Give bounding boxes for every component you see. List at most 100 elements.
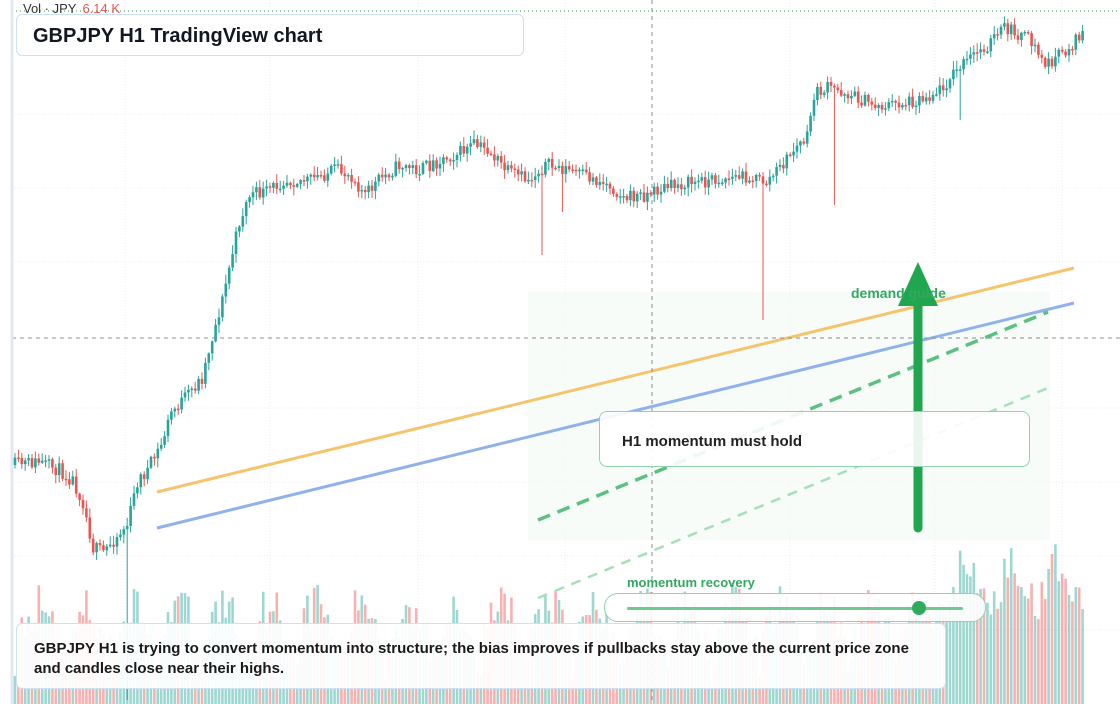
candle-body: [47, 459, 51, 461]
candle-body: [748, 180, 751, 183]
candle-body: [867, 94, 870, 102]
momentum-slider[interactable]: [604, 593, 986, 622]
candle-body: [452, 159, 455, 162]
candle-body: [720, 182, 724, 184]
candle-body: [805, 131, 809, 144]
candle-body: [1006, 23, 1010, 35]
candle-body: [778, 165, 782, 168]
candle-body: [938, 85, 942, 95]
volume-bar: [1026, 598, 1030, 704]
candle-body: [819, 86, 823, 95]
volume-bar: [1060, 573, 1064, 704]
candle-body: [890, 100, 894, 103]
volume-bar: [1074, 587, 1078, 704]
candle-body: [496, 156, 500, 161]
candle-body: [1074, 34, 1078, 50]
candle-body: [537, 173, 540, 177]
volume-bar: [1037, 619, 1040, 704]
candle-body: [499, 156, 503, 163]
volume-bar: [945, 612, 948, 704]
candle-body: [343, 173, 347, 177]
candle-body: [659, 191, 663, 195]
candle-body: [85, 508, 88, 518]
candle-body: [486, 147, 489, 154]
volume-bar: [1030, 583, 1033, 704]
candle-body: [207, 353, 211, 363]
candle-body: [112, 544, 115, 547]
candle-body: [771, 175, 775, 178]
candle-body: [544, 161, 547, 175]
candle-body: [414, 165, 418, 175]
candle-body: [605, 183, 608, 186]
candle-body: [210, 341, 214, 354]
volume-bar: [1043, 598, 1047, 704]
candle-body: [999, 26, 1003, 35]
candle-body: [292, 185, 296, 187]
candle-body: [782, 165, 785, 169]
candle-body: [445, 157, 449, 160]
candle-body: [540, 173, 544, 176]
candle-body: [904, 104, 908, 107]
candle-body: [170, 411, 173, 420]
volume-bar: [962, 564, 965, 704]
candle-body: [176, 408, 180, 411]
candle-body: [710, 175, 714, 180]
candle-body: [17, 457, 20, 460]
candle-body: [411, 165, 415, 169]
candle-body: [91, 538, 95, 553]
candle-body: [136, 487, 139, 494]
candle-body: [921, 95, 925, 102]
candle-body: [421, 163, 425, 174]
candle-body: [200, 378, 204, 384]
candle-body: [1077, 34, 1081, 41]
candle-body: [673, 179, 676, 188]
candle-body: [61, 463, 64, 479]
candle-body: [428, 160, 432, 172]
candle-body: [792, 151, 795, 156]
candle-body: [408, 165, 411, 169]
candle-body: [159, 444, 163, 449]
candle-body: [285, 182, 289, 186]
candle-body: [30, 458, 34, 468]
volume-bar: [1064, 578, 1067, 704]
volume-bar: [1040, 582, 1044, 704]
candle-body: [948, 79, 952, 89]
candle-body: [887, 101, 891, 109]
volume-value: 6.14 K: [82, 1, 121, 16]
volume-bar: [948, 601, 952, 704]
candle-body: [102, 545, 105, 551]
slider-track[interactable]: [627, 607, 963, 610]
candle-body: [775, 167, 778, 176]
candle-body: [248, 197, 251, 203]
volume-bar: [965, 574, 969, 704]
candle-body: [717, 182, 721, 185]
candle-body: [197, 378, 200, 391]
candle-body: [853, 91, 857, 96]
candle-body: [350, 174, 353, 182]
volume-bar: [1077, 587, 1081, 704]
candle-body: [435, 160, 438, 169]
volume-bar: [1006, 577, 1010, 704]
candle-body: [479, 142, 483, 147]
candle-body: [295, 183, 299, 187]
candle-body: [241, 216, 245, 227]
candle-body: [329, 165, 333, 174]
volume-bar: [975, 593, 979, 704]
candle-body: [666, 183, 670, 189]
candle-body: [357, 182, 360, 192]
candle-body: [431, 160, 435, 172]
candle-body: [68, 479, 71, 485]
candle-body: [193, 388, 197, 391]
candle-body: [462, 145, 466, 154]
slider-thumb[interactable]: [912, 601, 927, 615]
title-card: GBPJPY H1 TradingView chart: [16, 14, 524, 56]
candle-body: [802, 141, 806, 144]
candle-body: [567, 166, 571, 170]
candle-body: [272, 182, 275, 188]
candle-body: [962, 59, 965, 70]
candle-body: [377, 174, 381, 182]
candle-body: [1037, 44, 1040, 55]
candle-body: [1054, 56, 1057, 67]
candle-body: [1040, 54, 1044, 58]
